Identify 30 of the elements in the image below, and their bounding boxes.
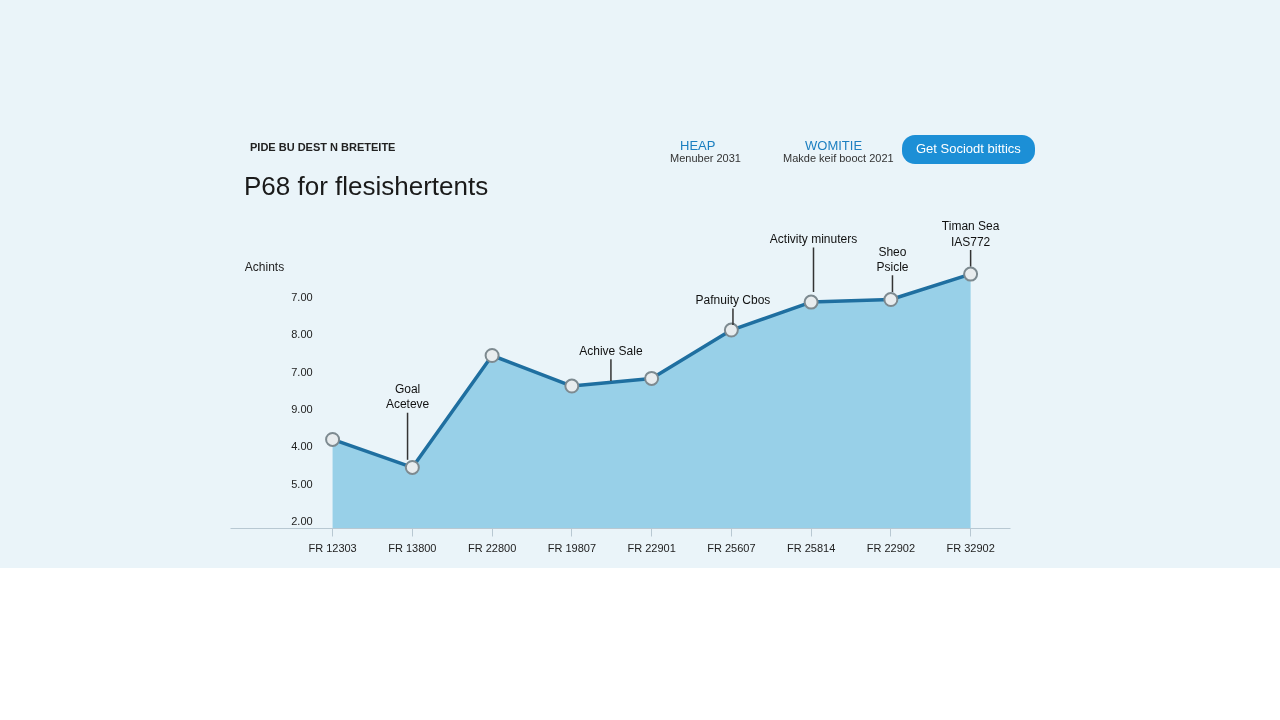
annotation: 9.00 [291,402,313,415]
chart-subtitle: PIDE BU DEST N BRETEITE [250,140,396,155]
annotation: 4.00 [291,440,313,453]
text: Activity minuters [769,232,858,247]
annotation: Sheo Psicle [876,244,909,275]
chart-title: P68 for flesishertents [244,170,489,203]
x-tick-label: FR 32902 [946,541,995,554]
text: HEAP [680,137,716,154]
annotation: 5.00 [291,477,313,490]
annotation: Achive Sale [579,344,643,359]
y-axis-title: Achints [244,260,285,275]
annotation: 2.00 [291,514,313,527]
x-tick-label: FR 12303 [308,541,357,554]
text: Timan Sea IAS772 [941,219,1000,249]
annotation: 8.00 [291,328,313,341]
x-tick-label: FR 13800 [388,541,437,554]
x-tick-label: FR 22901 [627,541,676,554]
annotation: 7.00 [291,291,313,303]
annotation: Goal Aceteve [385,382,430,412]
text: Get Sociodt bittics [902,135,1035,164]
x-tick-label: FR 22902 [866,541,916,554]
annotation: 7.00 [291,365,313,378]
text: Menuber 2031 [670,151,741,166]
text: WOMITIE [805,137,863,154]
x-tick-label: FR 25607 [707,541,756,554]
annotation: Pafnuity Cbos [695,293,771,308]
x-tick-label: FR 25814 [786,541,836,554]
x-tick-label: FR 19807 [547,541,597,554]
x-tick-label: FR 22800 [467,541,517,554]
text: Makde keif booct 2021 [783,151,894,166]
